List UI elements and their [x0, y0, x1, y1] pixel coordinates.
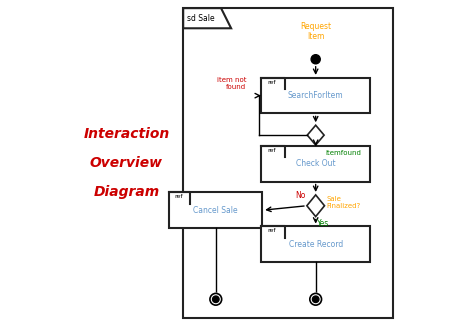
Text: No: No: [295, 191, 305, 200]
Text: ref: ref: [174, 194, 183, 199]
Text: Cancel Sale: Cancel Sale: [193, 206, 238, 215]
Text: item not
found: item not found: [217, 77, 246, 90]
Text: Create Record: Create Record: [289, 240, 343, 249]
Circle shape: [310, 293, 321, 305]
Text: Check Out: Check Out: [296, 159, 336, 168]
Text: Sale
Finalized?: Sale Finalized?: [326, 196, 360, 209]
Text: SearchForItem: SearchForItem: [288, 91, 344, 100]
Text: Diagram: Diagram: [93, 185, 160, 199]
Bar: [183, 8, 393, 318]
Bar: [261, 146, 370, 182]
Text: ref: ref: [267, 80, 275, 84]
Bar: [261, 78, 370, 113]
Polygon shape: [183, 8, 231, 28]
Bar: [169, 192, 262, 228]
Circle shape: [312, 296, 319, 303]
Text: Yes: Yes: [317, 219, 329, 228]
Text: Request
Item: Request Item: [300, 22, 331, 41]
Text: Interaction: Interaction: [83, 127, 170, 141]
Bar: [261, 227, 370, 262]
Circle shape: [210, 293, 222, 305]
Text: ref: ref: [267, 228, 275, 233]
Polygon shape: [307, 195, 325, 216]
Polygon shape: [307, 125, 324, 145]
Circle shape: [311, 55, 320, 64]
Text: sd Sale: sd Sale: [187, 14, 215, 23]
Text: ref: ref: [267, 148, 275, 153]
Circle shape: [212, 296, 219, 303]
Text: itemfound: itemfound: [326, 150, 362, 156]
Text: Overview: Overview: [90, 156, 163, 170]
